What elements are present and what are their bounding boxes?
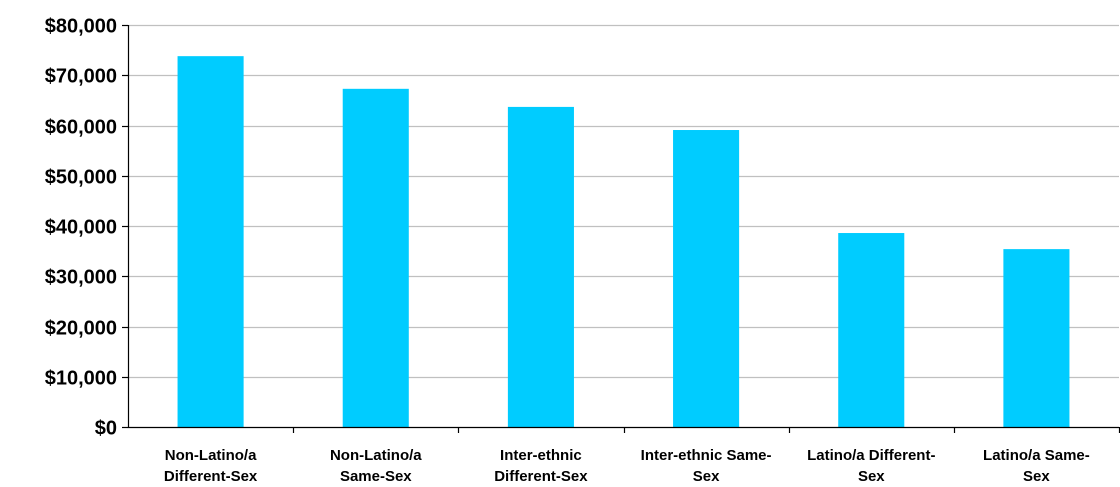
y-tick-label: $40,000	[45, 217, 117, 239]
x-category-label: Inter-ethnic Same-Sex	[641, 447, 772, 485]
bar	[177, 56, 244, 427]
x-category-label: Non-Latino/a Same-Sex	[330, 447, 422, 485]
bar	[1003, 249, 1070, 427]
labels: $0 $10,000 $20,000 $30,000 $40,000 $50,000 $60…	[45, 16, 1090, 486]
x-category-label: Non-Latino/a Different-Sex	[164, 447, 258, 485]
axes	[122, 24, 1120, 433]
bar	[342, 88, 409, 427]
y-tick-label: $10,000	[45, 368, 117, 390]
bars	[177, 56, 1070, 427]
y-tick-label: $80,000	[45, 16, 117, 38]
x-category-label: Latino/a Same-Sex	[983, 447, 1090, 485]
bar	[673, 130, 740, 427]
x-category-label: Latino/a Different-Sex	[807, 447, 935, 485]
gridlines	[128, 24, 1119, 379]
x-category-label: Inter-ethnic Different-Sex	[494, 447, 588, 485]
y-tick-label: $20,000	[45, 318, 117, 340]
y-tick-label: $0	[95, 418, 117, 440]
y-tick-label: $30,000	[45, 267, 117, 289]
y-tick-label: $70,000	[45, 66, 117, 88]
y-tick-label: $50,000	[45, 167, 117, 189]
y-tick-label: $60,000	[45, 117, 117, 139]
bar	[507, 106, 574, 427]
bar	[838, 233, 905, 427]
